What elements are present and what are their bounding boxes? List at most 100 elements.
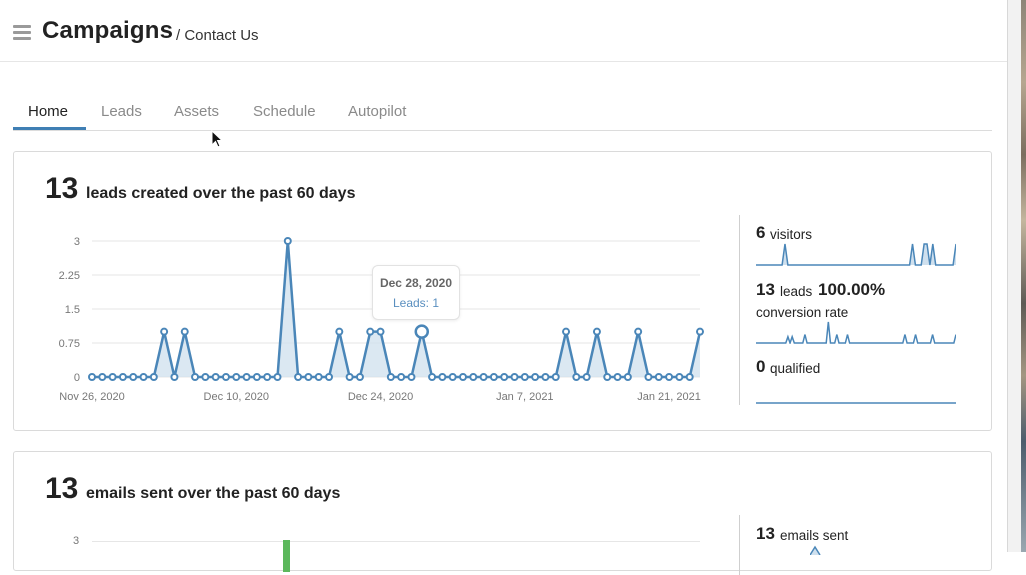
- data-point: [407, 373, 416, 381]
- tab-schedule[interactable]: Schedule: [253, 103, 316, 120]
- qualified-sparkline: [756, 402, 956, 404]
- data-point: [355, 373, 364, 381]
- data-point: [273, 373, 282, 381]
- data-point: [458, 373, 467, 381]
- data-point: [397, 373, 406, 381]
- conversion-rate-label: conversion rate: [756, 305, 849, 320]
- data-point: [325, 373, 334, 381]
- emails-sparkline: [810, 545, 821, 555]
- data-point: [252, 373, 261, 381]
- emails-y-tick: 3: [73, 535, 80, 547]
- data-point: [654, 373, 663, 381]
- data-point: [510, 373, 519, 381]
- mouse-cursor-icon: [211, 130, 224, 148]
- data-point: [541, 373, 550, 381]
- leads-stat-label: leads: [780, 284, 813, 299]
- tab-home[interactable]: Home: [28, 103, 69, 120]
- data-point: [489, 373, 498, 381]
- emails-heading: emails sent over the past 60 days: [86, 485, 341, 502]
- data-point: [335, 327, 344, 336]
- data-point: [438, 373, 447, 381]
- emails-sent-label: emails sent: [780, 528, 849, 543]
- x-tick-label: Jan 7, 2021: [496, 391, 554, 403]
- data-point: [696, 327, 704, 336]
- data-point: [149, 373, 158, 381]
- data-point: [118, 373, 127, 381]
- top-bar: Campaigns / Contact Us: [0, 0, 1007, 62]
- data-point: [582, 373, 591, 381]
- data-point: [520, 373, 529, 381]
- emails-count: 13: [45, 472, 79, 505]
- leads-line: [92, 239, 702, 379]
- qualified-count: 0: [756, 357, 766, 376]
- emails-gridline: [92, 541, 700, 542]
- data-point: [201, 373, 210, 381]
- data-point: [232, 373, 241, 381]
- breadcrumb[interactable]: / Contact Us: [176, 27, 259, 44]
- leads-heading: leads created over the past 60 days: [86, 185, 356, 202]
- data-point: [414, 324, 430, 339]
- data-point: [531, 373, 540, 381]
- data-point: [603, 373, 612, 381]
- data-point: [479, 373, 488, 381]
- data-point: [551, 373, 560, 381]
- leads-stat-count: 13: [756, 280, 775, 299]
- data-point: [263, 373, 272, 381]
- data-point: [191, 373, 200, 381]
- leads-chart[interactable]: 0 0.75 1.5 2.25 3 Nov 26, 2020 Dec 10, 2020 Dec…: [14, 152, 714, 412]
- conversion-sparkline: [756, 321, 956, 344]
- y-tick-label: 2.25: [59, 270, 80, 282]
- conversion-rate-value: 100.00%: [818, 280, 886, 299]
- data-point: [376, 327, 385, 336]
- data-point: [139, 373, 148, 381]
- tab-assets[interactable]: Assets: [174, 103, 220, 120]
- active-tab-indicator: [13, 127, 86, 130]
- leads-area: [92, 241, 700, 377]
- tooltip-value: Leads: 1: [392, 296, 440, 310]
- y-tick-label: 0: [74, 372, 80, 384]
- y-tick-label: 0.75: [59, 338, 80, 350]
- data-point: [448, 373, 457, 381]
- x-tick-label: Nov 26, 2020: [59, 391, 124, 403]
- data-point: [221, 373, 230, 381]
- data-point: [283, 237, 292, 245]
- data-point: [592, 327, 601, 336]
- data-point: [500, 373, 509, 381]
- menu-icon[interactable]: [13, 25, 31, 40]
- data-point: [634, 327, 643, 336]
- data-point: [572, 373, 581, 381]
- data-point: [613, 373, 622, 381]
- data-point: [88, 373, 96, 381]
- tab-leads[interactable]: Leads: [101, 103, 142, 120]
- data-point: [160, 327, 169, 336]
- data-point: [98, 373, 107, 381]
- tooltip-date: Dec 28, 2020: [379, 276, 453, 290]
- data-point: [170, 373, 179, 381]
- data-point: [428, 373, 437, 381]
- data-point: [108, 373, 117, 381]
- data-point: [314, 373, 323, 381]
- chart-tooltip: Dec 28, 2020 Leads: 1: [372, 265, 460, 320]
- emails-bar: [283, 540, 290, 572]
- data-point: [623, 373, 632, 381]
- data-point: [675, 373, 684, 381]
- data-point: [469, 373, 478, 381]
- visitors-label: visitors: [770, 227, 813, 242]
- data-point: [562, 327, 571, 336]
- data-point: [129, 373, 138, 381]
- x-tick-label: Dec 24, 2020: [348, 391, 413, 403]
- tab-bar: Home Leads Assets Schedule Autopilot: [13, 96, 992, 131]
- page-title: Campaigns: [42, 17, 174, 44]
- data-point: [294, 373, 303, 381]
- data-point: [366, 327, 375, 336]
- x-tick-label: Jan 21, 2021: [637, 391, 701, 403]
- visitors-count: 6: [756, 223, 766, 242]
- stats-divider: [739, 215, 740, 405]
- x-tick-label: Dec 10, 2020: [204, 391, 269, 403]
- tab-autopilot[interactable]: Autopilot: [348, 103, 407, 120]
- data-point: [644, 373, 653, 381]
- leads-count: 13: [45, 172, 79, 205]
- data-point: [211, 373, 220, 381]
- sparkline-line: [756, 321, 956, 344]
